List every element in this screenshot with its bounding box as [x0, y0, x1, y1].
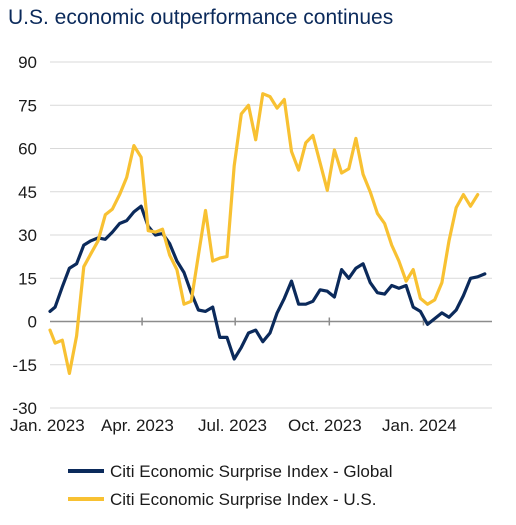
x-tick-label: Jul. 2023 [198, 416, 267, 435]
x-tick-label: Apr. 2023 [101, 416, 174, 435]
x-tick-label: Oct. 2023 [288, 416, 362, 435]
y-tick-label: 15 [18, 269, 37, 288]
series-line-global [48, 204, 487, 361]
chart-title: U.S. economic outperformance continues [8, 6, 394, 29]
legend-label: Citi Economic Surprise Index - U.S. [110, 490, 376, 509]
y-tick-label: 60 [18, 140, 37, 159]
y-tick-label: 90 [18, 53, 37, 72]
y-tick-label: 30 [18, 226, 37, 245]
x-axis [50, 317, 492, 326]
x-tick-label: Jan. 2023 [10, 416, 85, 435]
series-line-us [48, 92, 480, 375]
grid-lines [50, 61, 492, 409]
y-tick-label: 45 [18, 183, 37, 202]
legend-label: Citi Economic Surprise Index - Global [110, 462, 393, 481]
series-lines [48, 92, 487, 375]
x-tick-label: Jan. 2024 [382, 416, 457, 435]
y-tick-label: -15 [12, 356, 37, 375]
y-tick-label: 75 [18, 96, 37, 115]
x-axis-tick-labels: Jan. 2023 Apr. 2023 Jul. 2023 Oct. 2023 Jan.… [10, 416, 457, 435]
legend: Citi Economic Surprise Index - Global Cit… [68, 462, 393, 509]
y-tick-label: 0 [28, 313, 37, 332]
y-axis-tick-labels: 90 75 60 45 30 15 0 -15 -30 [12, 53, 37, 418]
y-tick-label: -30 [12, 399, 37, 418]
